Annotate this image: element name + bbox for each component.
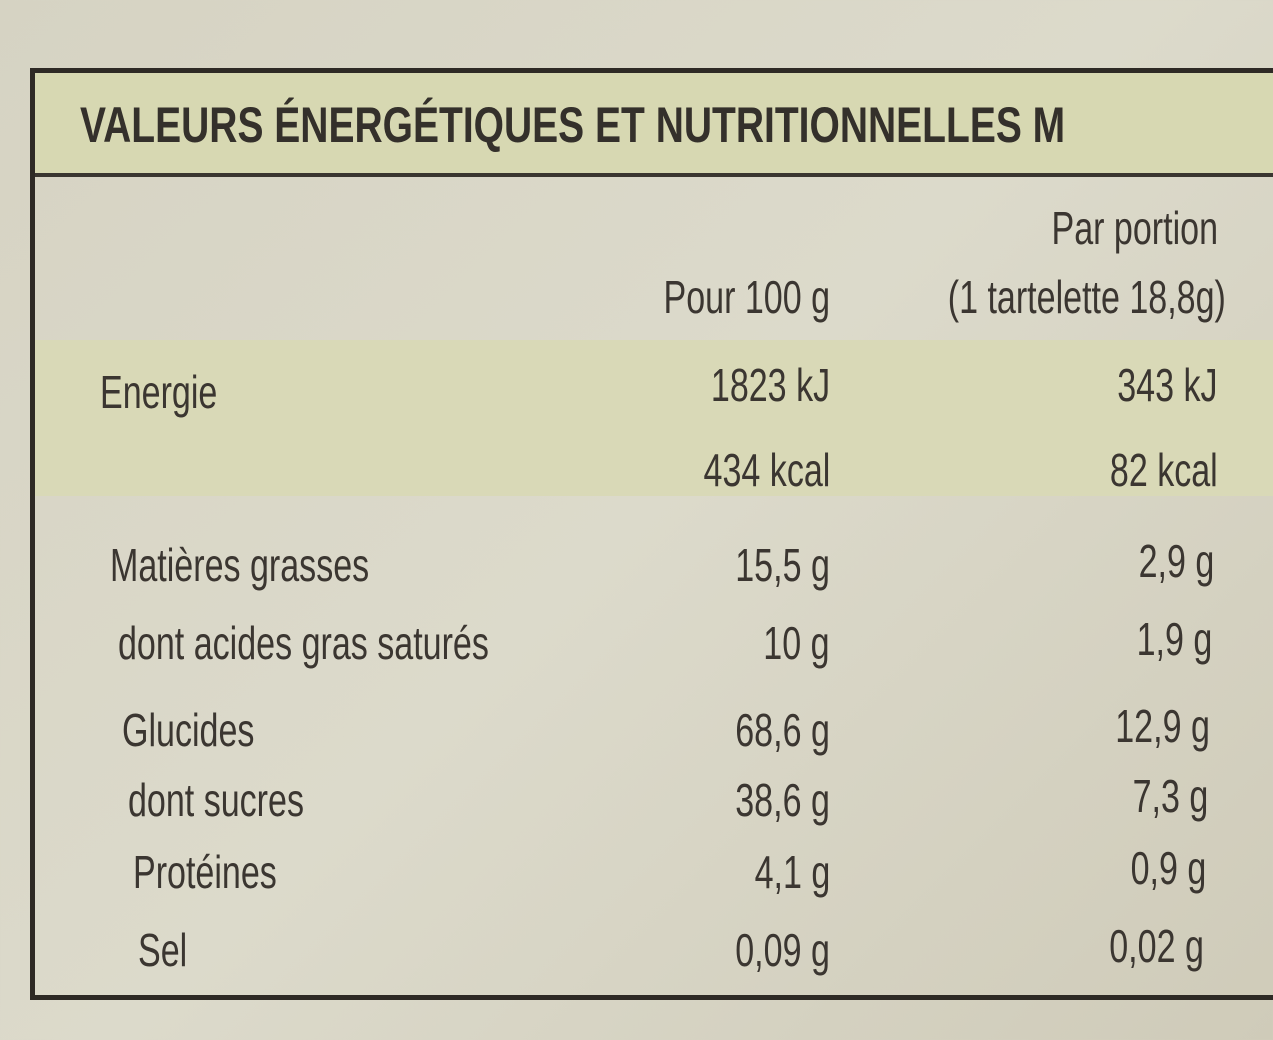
column-header: Pour 100 g xyxy=(663,271,830,323)
value-per-100g: 0,09 g xyxy=(735,924,830,976)
value-per-portion: 1,9 g xyxy=(1136,613,1212,665)
value-per-100g: 15,5 g xyxy=(735,539,830,591)
value-per-100g: 4,1 g xyxy=(754,846,830,898)
value-per-100g: 434 kcal xyxy=(703,444,830,496)
row-label: Energie xyxy=(100,366,218,418)
value-per-portion: 0,02 g xyxy=(1109,920,1204,972)
table-title: VALEURS ÉNERGÉTIQUES ET NUTRITIONNELLES … xyxy=(80,97,1066,153)
energy-band xyxy=(35,340,1273,496)
row-label: Matières grasses xyxy=(110,539,370,591)
row-label: Glucides xyxy=(122,704,255,756)
value-per-portion: 7,3 g xyxy=(1132,770,1208,822)
value-per-100g: 10 g xyxy=(763,617,830,669)
value-per-portion: 2,9 g xyxy=(1138,535,1214,587)
column-header: Par portion xyxy=(1051,202,1218,254)
value-per-portion: 0,9 g xyxy=(1130,842,1206,894)
value-per-100g: 68,6 g xyxy=(735,704,830,756)
value-per-portion: 343 kJ xyxy=(1117,359,1218,411)
table-frame xyxy=(30,68,1273,1000)
row-label: Protéines xyxy=(133,846,277,898)
row-label: Sel xyxy=(138,924,188,976)
column-subheader: (1 tartelette 18,8g) xyxy=(947,271,1226,323)
value-per-100g: 38,6 g xyxy=(735,774,830,826)
value-per-100g: 1823 kJ xyxy=(710,359,830,411)
value-per-portion: 82 kcal xyxy=(1110,444,1218,496)
header-band xyxy=(35,73,1273,177)
row-label: dont sucres xyxy=(128,774,304,826)
value-per-portion: 12,9 g xyxy=(1115,700,1210,752)
row-label: dont acides gras saturés xyxy=(118,617,489,669)
